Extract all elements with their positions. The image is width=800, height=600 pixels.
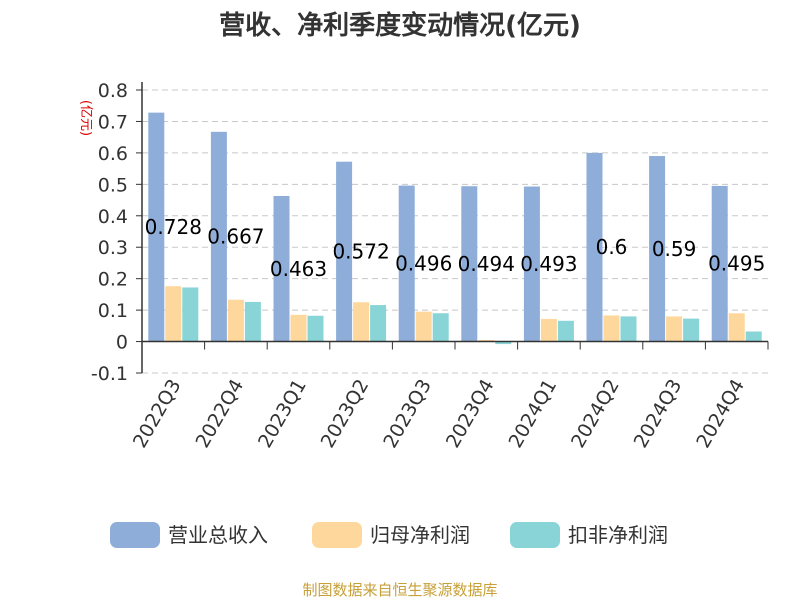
- y-tick-label: -0.1: [91, 363, 128, 385]
- gridlines: [142, 89, 768, 374]
- legend-label: 营业总收入: [168, 523, 268, 547]
- bars: [148, 112, 762, 345]
- y-tick-label: 0.2: [98, 269, 128, 291]
- y-tick-label: 0.8: [98, 80, 128, 102]
- bar-2-2022Q3[interactable]: [165, 286, 182, 342]
- bar-1-2023Q4[interactable]: [461, 186, 478, 342]
- data-label: 0.494: [458, 252, 515, 276]
- bar-3-2023Q2[interactable]: [370, 305, 387, 342]
- bar-3-2024Q4[interactable]: [745, 331, 762, 342]
- bar-2-2023Q3[interactable]: [415, 311, 432, 342]
- data-label: 0.59: [652, 237, 697, 261]
- x-tick-label: 2022Q4: [191, 376, 248, 452]
- bar-3-2024Q3[interactable]: [683, 318, 700, 342]
- bar-1-2024Q2[interactable]: [586, 152, 603, 342]
- bar-2-2022Q4[interactable]: [227, 299, 244, 342]
- bar-1-2022Q4[interactable]: [210, 131, 227, 342]
- legend-swatch: [312, 522, 362, 548]
- x-tick-label: 2024Q3: [630, 376, 687, 452]
- bar-2-2024Q2[interactable]: [603, 315, 620, 342]
- bar-3-2023Q4[interactable]: [495, 341, 512, 345]
- bar-3-2024Q2[interactable]: [620, 316, 637, 342]
- legend-item-3[interactable]: 扣非净利润: [510, 522, 668, 548]
- bar-1-2022Q3[interactable]: [148, 112, 165, 342]
- y-tick-label: 0.3: [98, 237, 128, 259]
- y-tick-label: 0.1: [98, 300, 128, 322]
- bar-2-2024Q1[interactable]: [540, 318, 557, 342]
- y-axis-unit-label: (亿元): [78, 100, 93, 136]
- bar-2-2023Q1[interactable]: [290, 314, 307, 342]
- x-tick-label: 2024Q4: [692, 376, 749, 452]
- x-tick-label: 2023Q2: [317, 376, 374, 452]
- legend-label: 归母净利润: [370, 523, 470, 547]
- bar-3-2023Q1[interactable]: [307, 315, 324, 342]
- bar-1-2023Q1[interactable]: [273, 195, 290, 342]
- bar-2-2023Q2[interactable]: [353, 302, 370, 342]
- bar-3-2024Q1[interactable]: [557, 320, 574, 342]
- legend[interactable]: 营业总收入 归母净利润 扣非净利润: [110, 522, 668, 548]
- legend-swatch: [510, 522, 560, 548]
- x-tick-label: 2022Q3: [129, 376, 186, 452]
- y-axis-ticks: 0.8 0.7 0.6 0.5 0.4 0.3 0.2 0.1 0 -0.1: [91, 80, 142, 385]
- x-tick-label: 2023Q3: [379, 376, 436, 452]
- y-tick-label: 0.6: [98, 143, 128, 165]
- data-label: 0.572: [332, 240, 389, 264]
- bar-2-2024Q3[interactable]: [666, 316, 683, 342]
- y-tick-label: 0: [116, 332, 128, 354]
- data-label: 0.667: [207, 225, 264, 249]
- bar-1-2024Q4[interactable]: [711, 185, 728, 342]
- y-tick-label: 0.4: [98, 206, 128, 228]
- source-note: 制图数据来自恒生聚源数据库: [302, 581, 497, 599]
- bar-3-2023Q3[interactable]: [432, 313, 449, 342]
- bar-3-2022Q4[interactable]: [244, 301, 261, 342]
- legend-item-1[interactable]: 营业总收入: [110, 522, 268, 548]
- x-tick-label: 2023Q1: [254, 376, 311, 452]
- y-tick-label: 0.5: [98, 174, 128, 196]
- bar-1-2023Q3[interactable]: [398, 185, 415, 342]
- data-label: 0.463: [270, 257, 327, 281]
- bar-2-2024Q4[interactable]: [728, 313, 745, 342]
- legend-swatch: [110, 522, 160, 548]
- x-tick-label: 2024Q1: [504, 376, 561, 452]
- data-label: 0.496: [395, 252, 452, 276]
- legend-label: 扣非净利润: [568, 523, 668, 547]
- bar-1-2024Q1[interactable]: [523, 186, 540, 342]
- x-axis-ticks: 2022Q3 2022Q4 2023Q1 2023Q2 2023Q3 2023Q4 2024…: [129, 341, 769, 452]
- bar-3-2022Q3[interactable]: [182, 287, 199, 342]
- bar-1-2023Q2[interactable]: [336, 161, 353, 342]
- chart-title: 营收、净利季度变动情况(亿元): [219, 10, 581, 41]
- bar-2-2023Q4[interactable]: [478, 339, 495, 342]
- data-label: 0.6: [596, 235, 628, 259]
- x-tick-label: 2023Q4: [442, 376, 499, 452]
- bar-1-2024Q3[interactable]: [649, 156, 666, 342]
- data-label: 0.728: [145, 215, 202, 239]
- legend-item-2[interactable]: 归母净利润: [312, 522, 470, 548]
- data-label: 0.493: [520, 252, 577, 276]
- data-label: 0.495: [708, 252, 765, 276]
- y-tick-label: 0.7: [98, 111, 128, 133]
- x-tick-label: 2024Q2: [567, 376, 624, 452]
